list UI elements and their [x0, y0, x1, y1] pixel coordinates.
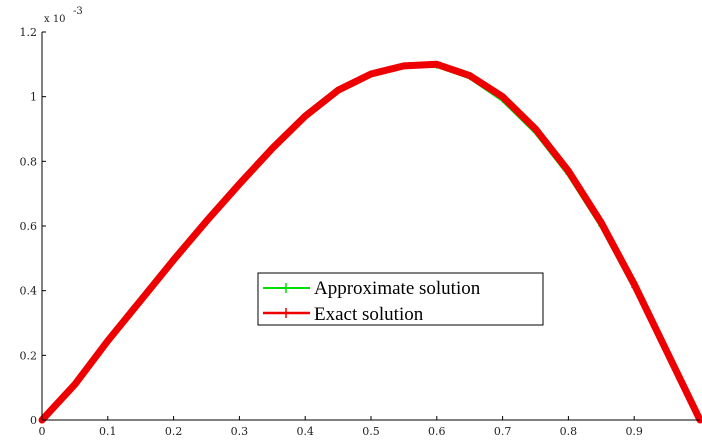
- y-tick-label: 0.2: [20, 349, 38, 362]
- y-exponent-label: x 10 -3: [44, 6, 83, 25]
- data-point: [236, 180, 243, 187]
- data-point: [368, 71, 374, 78]
- y-tick-label: 0.6: [20, 220, 38, 233]
- x-tick-label: 0.7: [494, 425, 512, 438]
- data-point: [598, 219, 605, 226]
- x-tick-label: 0.5: [362, 425, 380, 438]
- data-point: [104, 337, 111, 344]
- data-point: [631, 281, 638, 288]
- data-point: [532, 126, 539, 132]
- data-point: [170, 256, 177, 263]
- x-tick-label: 0.8: [560, 425, 578, 438]
- plot-area: [42, 32, 700, 420]
- x-tick-label: 0.3: [231, 425, 249, 438]
- data-point: [335, 87, 342, 94]
- data-point: [137, 297, 144, 304]
- x-tick-label: 0.2: [165, 425, 183, 438]
- data-point: [499, 93, 506, 100]
- data-point: [565, 168, 572, 175]
- y-tick-label: 0: [30, 414, 37, 427]
- x-tick-label: 0.6: [428, 425, 446, 438]
- data-point: [71, 381, 78, 388]
- y-tick-label: 0.8: [20, 155, 38, 168]
- y-tick-label: 0.4: [20, 285, 38, 298]
- y-tick-label: 1.2: [20, 26, 38, 39]
- data-point: [203, 218, 210, 225]
- ticks-layer: 0 0.1 0.2 0.3 0.4 0.5 0.6 0.7 0.8 0.9 0 0.2 0.4 0.6 0.…: [20, 26, 643, 438]
- data-point: [269, 145, 276, 152]
- legend: Approximate solution Exact solution: [257, 272, 544, 326]
- y-exponent-power: -3: [73, 6, 83, 17]
- legend-box: [257, 272, 544, 326]
- data-point: [400, 62, 407, 69]
- x-tick-label: 0.9: [625, 425, 643, 438]
- y-exponent-base: x 10: [44, 14, 66, 25]
- y-tick-label: 1: [30, 91, 37, 104]
- x-tick-label: 0.4: [296, 425, 314, 438]
- legend-label-approximate: Approximate solution: [314, 278, 481, 299]
- series-layer: [38, 60, 702, 424]
- data-point: [466, 72, 473, 79]
- x-tick-label: 0.1: [99, 425, 117, 438]
- data-point: [433, 61, 440, 68]
- data-point: [664, 349, 671, 356]
- x-tick-label: 0: [39, 425, 46, 438]
- data-point: [302, 113, 309, 120]
- legend-label-exact: Exact solution: [314, 304, 424, 325]
